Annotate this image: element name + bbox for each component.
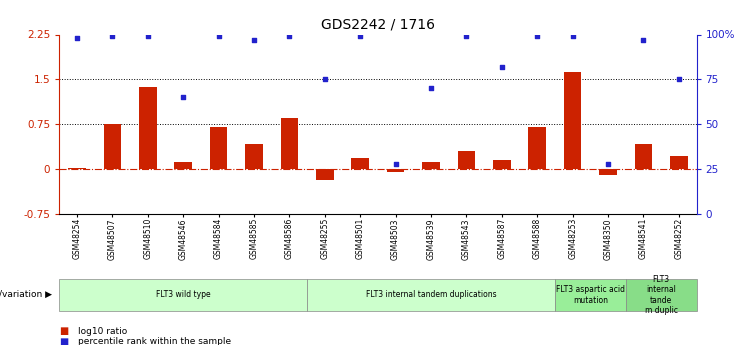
Point [460,33,472,39]
Text: FLT3 aspartic acid
mutation: FLT3 aspartic acid mutation [556,285,625,305]
Text: FLT3 wild type: FLT3 wild type [156,290,210,299]
Bar [174,162,192,169]
Bar [104,124,122,169]
Text: ■: ■ [59,326,68,336]
Text: log10 ratio: log10 ratio [78,327,127,336]
Point [284,33,296,39]
Bar [316,169,333,180]
Bar [422,162,440,169]
Point [107,33,119,39]
Bar [457,151,475,169]
Bar [599,169,617,175]
Text: percentile rank within the sample: percentile rank within the sample [78,337,231,345]
Point [496,64,508,70]
Bar [281,118,298,169]
Bar [210,127,227,169]
Bar [634,144,652,169]
Bar [387,169,405,172]
Bar [670,156,688,169]
Title: GDS2242 / 1716: GDS2242 / 1716 [321,18,435,32]
Point [531,33,543,39]
Point [390,161,402,166]
Point [354,33,366,39]
Bar [528,127,546,169]
Point [425,86,437,91]
Point [177,95,189,100]
Point [213,33,225,39]
Point [602,161,614,166]
Point [248,37,260,43]
Bar [493,160,511,169]
Point [567,33,579,39]
Bar [139,87,156,169]
Point [673,77,685,82]
Text: FLT3 internal tandem duplications: FLT3 internal tandem duplications [366,290,496,299]
Bar [564,72,582,169]
Point [142,33,153,39]
Point [71,35,83,41]
Bar [351,158,369,169]
Text: ■: ■ [59,337,68,345]
Text: genotype/variation ▶: genotype/variation ▶ [0,290,52,299]
Bar [245,144,263,169]
Point [637,37,649,43]
Bar [68,168,86,169]
Point [319,77,330,82]
Text: FLT3
internal
tande
m duplic: FLT3 internal tande m duplic [645,275,677,315]
